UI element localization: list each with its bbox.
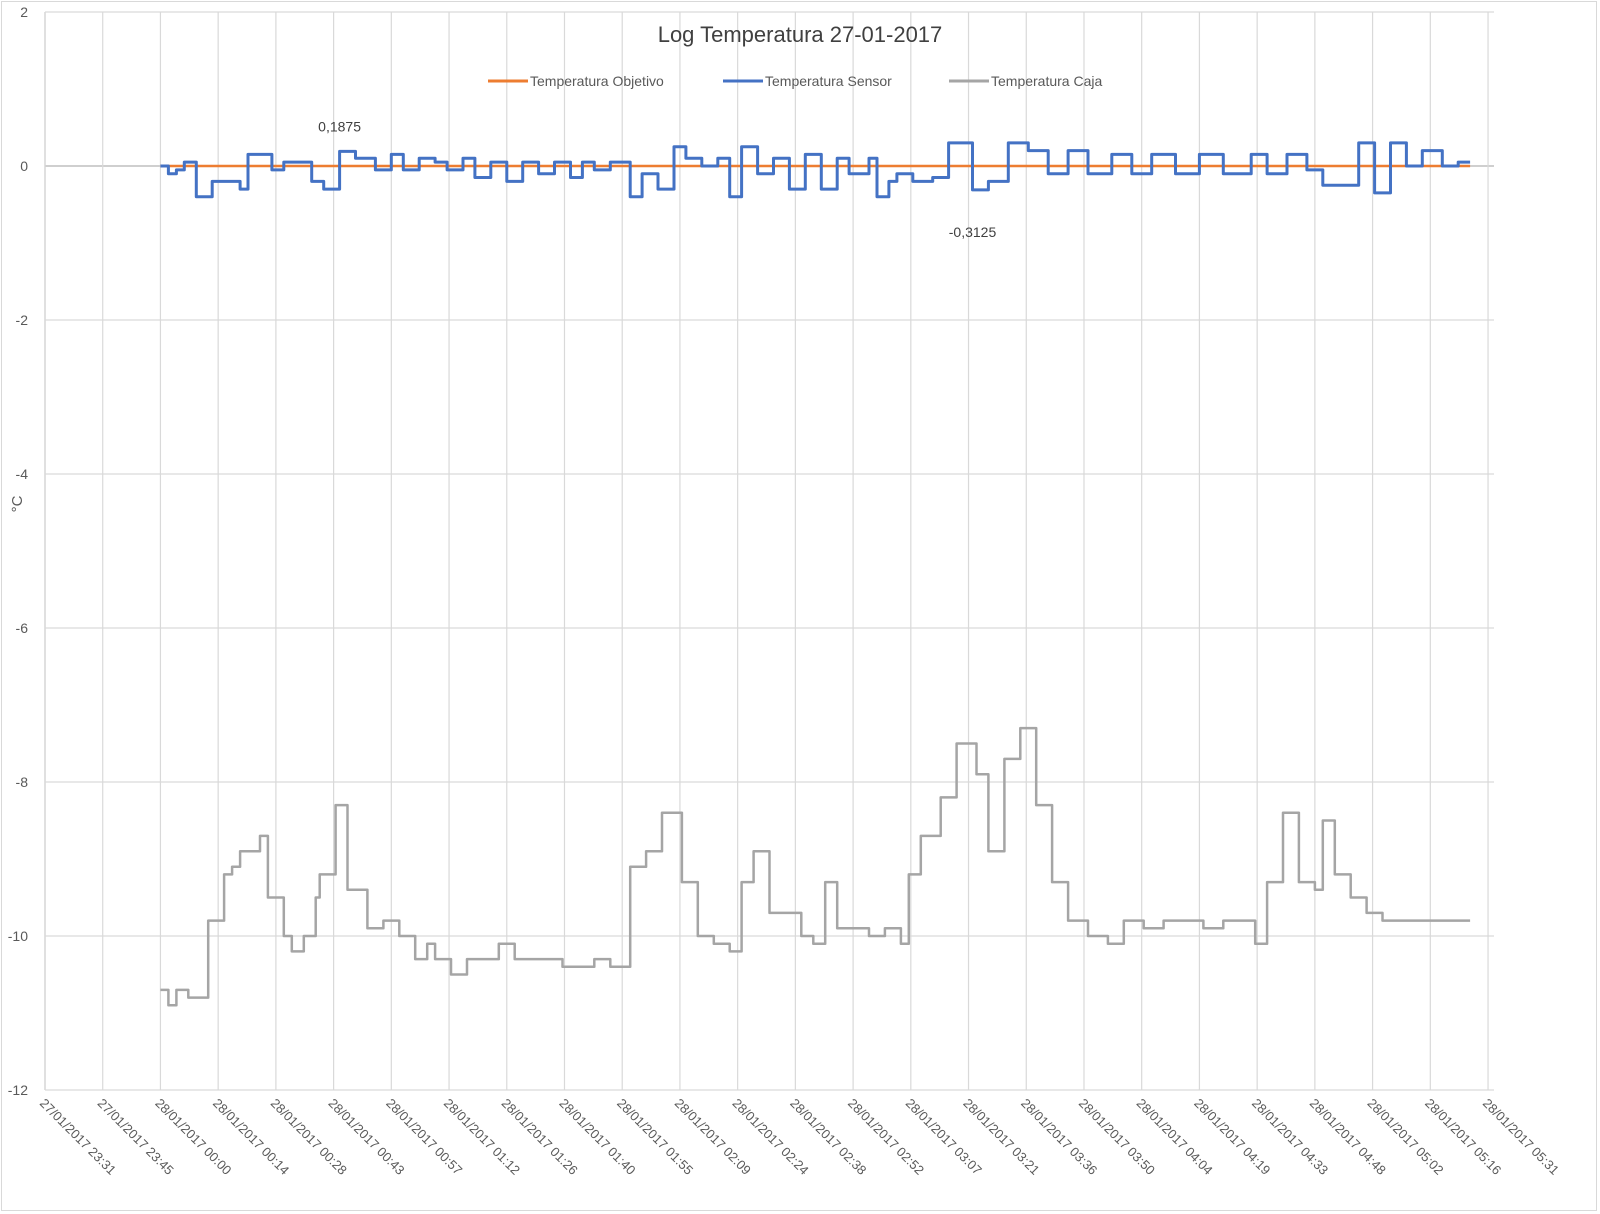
chart-title: Log Temperatura 27-01-2017 [658, 22, 943, 47]
y-axis: 2 0 -2 -4 -6 -8 -10 -12 [8, 4, 28, 1098]
data-label: 0,1875 [318, 119, 361, 135]
series-layer [160, 141, 1471, 1007]
grid [44, 11, 1494, 1091]
legend-label: Temperatura Caja [991, 73, 1102, 89]
legend-label: Temperatura Objetivo [530, 73, 664, 89]
data-label: -0,3125 [949, 224, 997, 240]
series-line-temperatura-caja [160, 726, 1471, 1007]
data-labels: 0,1875 -0,3125 [318, 119, 996, 241]
y-tick-label: -8 [16, 774, 29, 790]
y-tick-label: -12 [8, 1082, 28, 1098]
y-tick-label: -6 [16, 620, 29, 636]
y-tick-label: -4 [16, 466, 29, 482]
series-line-temperatura-sensor [160, 141, 1471, 199]
y-tick-label: 0 [20, 158, 28, 174]
legend-label: Temperatura Sensor [765, 73, 892, 89]
y-tick-label: -2 [16, 312, 29, 328]
y-tick-label: 2 [20, 4, 28, 20]
legend: Temperatura Objetivo Temperatura Sensor Te… [488, 73, 1102, 89]
y-axis-title: °C [9, 495, 26, 512]
y-tick-label: -10 [8, 928, 28, 944]
